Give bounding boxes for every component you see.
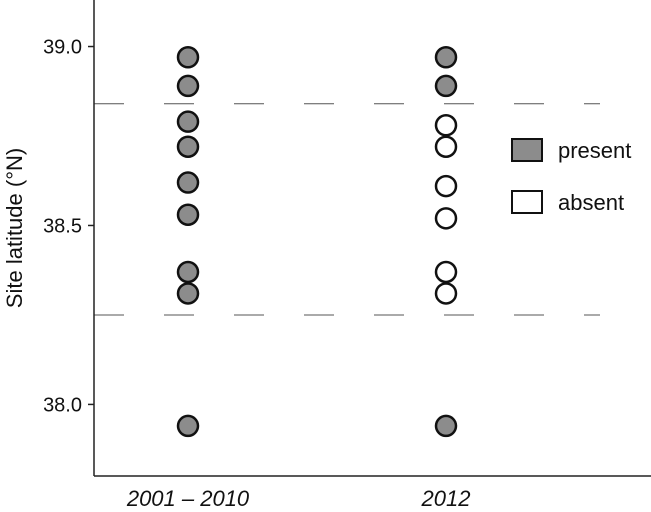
data-point-absent bbox=[434, 174, 458, 198]
legend-label-present: present bbox=[558, 138, 631, 163]
y-tick-label: 38.5 bbox=[43, 215, 82, 237]
data-point-present bbox=[176, 171, 200, 194]
data-point-present bbox=[176, 135, 200, 158]
x-category-label: 2001 – 2010 bbox=[126, 486, 250, 511]
data-point-present bbox=[176, 203, 200, 226]
x-category-label: 2012 bbox=[421, 486, 471, 511]
data-point-present bbox=[176, 110, 200, 133]
y-ticks: 38.0 38.5 39.0 bbox=[43, 37, 94, 416]
reference-lines bbox=[94, 103, 600, 316]
data-point-present bbox=[176, 414, 200, 438]
data-point-present bbox=[176, 260, 200, 284]
data-point-present bbox=[176, 74, 200, 98]
x-category-labels: 2001 – 2010 2012 bbox=[126, 486, 471, 511]
data-point-absent bbox=[434, 260, 458, 284]
y-axis-title: Site latitude (°N) bbox=[2, 148, 27, 308]
data-point-present bbox=[434, 74, 458, 98]
data-point-present bbox=[434, 46, 458, 69]
data-point-absent bbox=[434, 135, 458, 158]
data-point-present bbox=[176, 46, 200, 69]
data-point-absent bbox=[434, 114, 458, 137]
data-point-absent bbox=[434, 207, 458, 230]
y-tick-label: 38.0 bbox=[43, 394, 82, 416]
data-point-present bbox=[434, 414, 458, 438]
data-point-absent bbox=[434, 282, 458, 305]
y-tick-label: 39.0 bbox=[43, 37, 82, 59]
axes bbox=[93, 0, 651, 477]
legend: present absent bbox=[511, 138, 631, 215]
data-point-present bbox=[176, 282, 200, 305]
legend-label-absent: absent bbox=[558, 190, 624, 215]
data-points bbox=[176, 46, 458, 438]
legend-swatch-absent bbox=[511, 190, 543, 214]
legend-swatch-present bbox=[511, 138, 543, 162]
